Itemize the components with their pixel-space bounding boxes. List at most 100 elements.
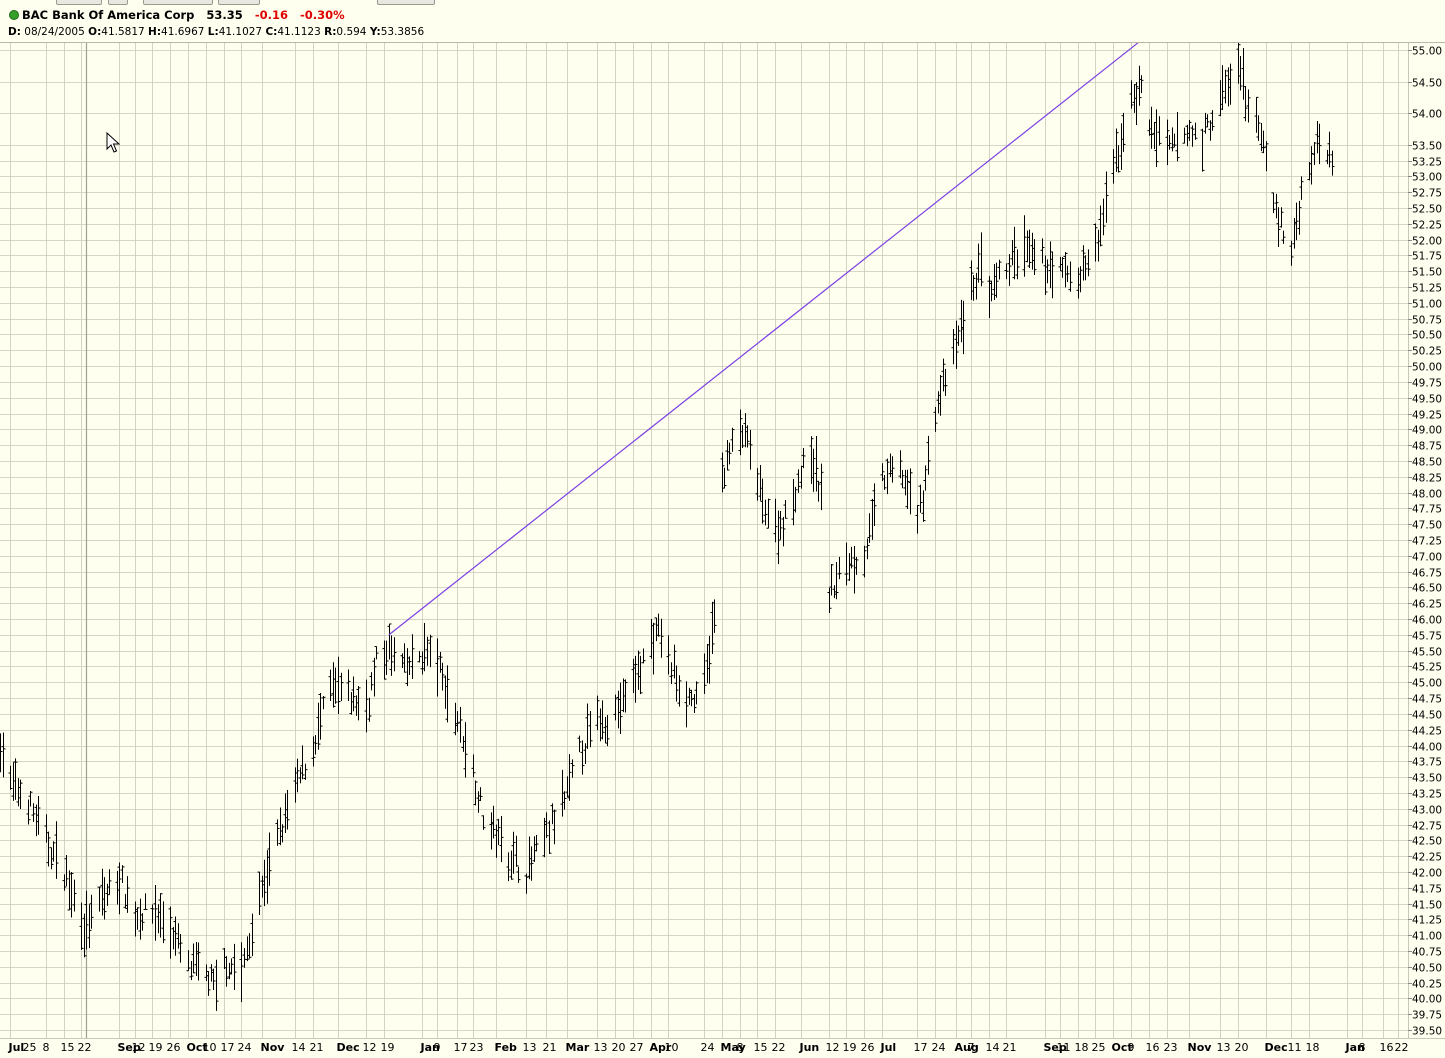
price-tick-label: 43.75 [1412, 757, 1442, 769]
price-tick-label: 53.25 [1412, 157, 1442, 169]
ohlc-bar [1243, 86, 1248, 122]
time-tick-label: 15 [61, 1041, 75, 1054]
ohlc-bar [8, 765, 13, 790]
trendline[interactable] [388, 41, 1139, 636]
toolbar-tab[interactable] [56, 0, 102, 5]
ohlc-bar [1292, 218, 1297, 249]
ohlc-bar [1325, 149, 1330, 165]
price-tick-label: 40.75 [1412, 947, 1442, 959]
time-tick-label: Oct [187, 1041, 208, 1054]
ohlc-bar [580, 740, 585, 775]
time-tick-label: Jan [1345, 1041, 1365, 1054]
ohlc-bar [987, 276, 992, 319]
ohlc-bar [1030, 232, 1035, 270]
ohlc-bar [46, 831, 51, 867]
ohlc-bar [262, 859, 267, 907]
ohlc-bar [1154, 109, 1159, 168]
ohlc-bar [336, 656, 341, 715]
ohlc-bar [84, 890, 89, 950]
ohlc-bar [707, 635, 712, 684]
time-tick-label: 25 [23, 1041, 37, 1054]
toolbar-tab[interactable] [377, 0, 435, 5]
ohlc-bar [755, 468, 760, 501]
toolbar-tab[interactable] [108, 0, 128, 5]
ohlc-bar [880, 463, 885, 481]
ohlc-bar [766, 498, 771, 529]
ohlc-bar [107, 869, 112, 895]
ohlc-bar [400, 653, 405, 669]
ohlc-bar [923, 465, 928, 491]
time-tick-label: Mar [566, 1041, 590, 1054]
green-status-dot-icon [9, 9, 19, 20]
ohlc-bar [1210, 110, 1215, 131]
ohlc-bar [1264, 141, 1269, 172]
price-tick-label: 50.75 [1412, 315, 1442, 327]
ohlc-bar [102, 877, 107, 920]
ohlc-bar [1208, 120, 1213, 141]
close-value: 41.1123 [277, 26, 321, 38]
price-tick-label: 50.25 [1412, 346, 1442, 358]
ohlc-bar [1132, 84, 1137, 113]
ohlc-bar [1098, 205, 1103, 247]
ohlc-bar [239, 942, 244, 1003]
ohlc-bar [684, 681, 689, 728]
price-tick-label: 52.25 [1412, 220, 1442, 232]
ohlc-bar [834, 561, 839, 600]
time-tick-label: Jul [880, 1041, 897, 1054]
ohlc-bar [410, 634, 415, 679]
ohlc-bar [1147, 119, 1152, 136]
ohlc-bar [1149, 106, 1154, 149]
time-tick-label: 13 [1217, 1041, 1231, 1054]
ohlc-bar [1299, 176, 1304, 200]
ohlc-bar [1294, 202, 1299, 241]
price-tick-label: 51.25 [1412, 283, 1442, 295]
ohlc-bar [1327, 131, 1332, 168]
ohlc-bar [82, 913, 87, 958]
ohlc-bar [705, 643, 710, 684]
low-value: 41.1027 [218, 26, 263, 38]
ohlc-bar [598, 708, 603, 742]
time-tick-label: 21 [310, 1041, 324, 1054]
ohlc-bar [921, 490, 926, 522]
ohlc-bar [1045, 259, 1050, 284]
price-tick-label: 39.50 [1412, 1026, 1442, 1038]
ohlc-bar [758, 464, 763, 501]
ohlc-bar [72, 879, 77, 912]
price-tick-label: 52.50 [1412, 204, 1442, 216]
ohlc-bar [552, 809, 557, 845]
ohlc-bar [1246, 89, 1251, 123]
ohlc-bar [638, 655, 643, 695]
ohlc-bar [872, 483, 877, 526]
ohlc-bar [1022, 215, 1027, 277]
time-tick-label: 8 [43, 1041, 50, 1054]
price-tick-label: 54.50 [1412, 78, 1442, 90]
price-tick-label: 48.25 [1412, 473, 1442, 485]
ohlc-bar [529, 846, 534, 881]
time-tick-label: 19 [843, 1041, 857, 1054]
time-tick-label: 19 [381, 1041, 395, 1054]
ohlc-bar [1312, 142, 1317, 165]
time-tick-label: May [721, 1041, 746, 1054]
ohlc-bar [455, 711, 460, 732]
price-tick-label: 51.00 [1412, 299, 1442, 311]
ohlc-bar [1119, 123, 1124, 170]
ohlc-bar [496, 818, 501, 846]
ohlc-bar [666, 635, 671, 675]
time-tick-label: 21 [543, 1041, 557, 1054]
ohlc-bar [1167, 134, 1172, 150]
toolbar-tab[interactable] [143, 0, 213, 5]
time-tick-label: 7 [968, 1041, 975, 1054]
toolbar-tab[interactable] [218, 0, 260, 5]
low-label: L: [207, 26, 219, 38]
ohlc-bar [796, 469, 801, 493]
ohlc-bar [781, 516, 786, 547]
ohlc-bar [1025, 230, 1030, 263]
time-tick-label: Jun [799, 1041, 820, 1054]
symbol: BAC [22, 8, 49, 22]
high-label: H: [148, 26, 162, 38]
ohlc-bar [1218, 80, 1223, 117]
time-tick-label: 24 [238, 1041, 252, 1054]
ohlc-bar [730, 427, 735, 452]
cursor-y-label: Y: [369, 26, 381, 38]
